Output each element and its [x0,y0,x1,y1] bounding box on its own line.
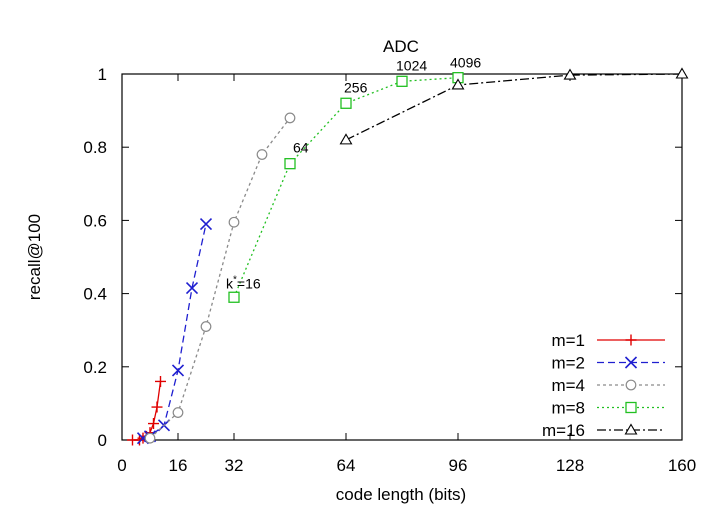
legend-label: m=8 [551,399,585,418]
annotation-label: 1024 [396,57,427,73]
data-point-m-1 [148,418,159,430]
legend-label: m=16 [542,421,585,440]
x-tick-label: 160 [668,456,696,475]
legend-label: m=2 [551,354,585,373]
y-tick-label: 0.8 [83,138,107,157]
plot-border [121,73,683,441]
data-point-m-1 [151,401,163,413]
data-point-m-16 [339,133,353,145]
data-point-m-4 [172,407,184,418]
series-m-8 [228,72,464,303]
data-point-m-1 [155,375,166,387]
series-line-m-8 [233,77,459,298]
data-point-m-4 [200,321,212,332]
data-point-m-8 [396,75,408,87]
data-point-m-2 [171,364,185,377]
x-tick-label: 32 [225,456,244,475]
legend-label: m=4 [551,376,585,395]
series-line-m-2 [142,223,207,439]
annotation-label: 64 [293,140,309,156]
annotation-superscript: * [233,274,237,285]
data-point-m-4 [284,112,296,124]
series-line-m-4 [149,117,291,439]
y-tick-label: 0.2 [83,358,107,377]
y-tick-label: 1 [98,65,107,84]
series-layer [127,67,689,446]
data-point-m-16 [563,68,577,80]
data-point-m-4 [256,149,268,160]
annotation-layer: k*=16 64 256 1024 4096 [226,55,481,292]
legend-item-m-2: m=2 [551,354,665,373]
data-point-m-2 [185,282,199,295]
legend-item-m-16: m=16 [542,421,665,440]
legend-label: m=1 [551,331,585,350]
data-point-m-4 [228,216,240,228]
annotation-label: 4096 [450,55,481,71]
data-point-m-4 [144,432,156,444]
annotation-text: k [226,275,234,291]
legend-marker [625,401,637,414]
x-axis: 0 16 32 64 96 128 160 [117,74,696,475]
legend-marker [624,423,638,435]
annotation-label: 256 [344,79,368,95]
legend-item-m-1: m=1 [551,331,665,350]
chart-title: ADC [383,37,419,56]
series-m-16 [339,67,689,145]
legend: m=1 m=2 m=4 m=8 m=16 [542,331,665,440]
annotation-text: 4096 [450,55,481,71]
series-line-m-16 [345,73,683,141]
y-axis: 0 0.2 0.4 0.6 0.8 1 [83,65,682,450]
plot-frame [121,73,683,441]
x-tick-label: 128 [556,456,584,475]
legend-marker [624,356,638,369]
y-tick-label: 0 [98,431,107,450]
annotation-text-after: =16 [237,275,261,291]
legend-item-m-8: m=8 [551,399,665,418]
data-point-m-16 [675,67,689,79]
x-tick-label: 64 [337,456,356,475]
series-m-4 [144,112,296,444]
y-axis-label: recall@100 [25,214,44,300]
x-tick-label: 0 [117,456,126,475]
data-point-m-8 [284,158,296,170]
annotation-text: 256 [344,79,368,95]
annotation-text: 64 [293,140,309,156]
annotation-text: 1024 [396,57,427,73]
y-tick-label: 0.4 [83,285,107,304]
data-point-m-8 [340,97,352,109]
x-axis-label: code length (bits) [336,485,466,504]
data-point-m-2 [199,217,213,231]
data-point-m-16 [451,78,465,90]
x-tick-label: 96 [449,456,468,475]
data-point-m-8 [228,291,240,303]
y-tick-label: 0.6 [83,211,107,230]
legend-item-m-4: m=4 [551,376,665,395]
annotation-label: k*=16 [226,274,261,291]
legend-marker [625,379,637,391]
x-tick-label: 16 [169,456,188,475]
legend-marker [625,334,637,346]
